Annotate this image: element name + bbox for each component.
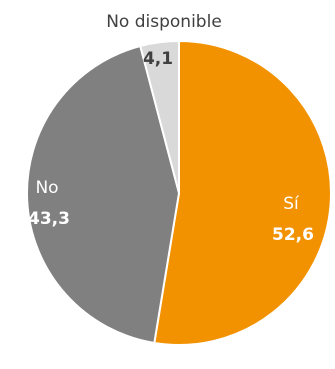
slice-label-nodisponible-value: 4,1 xyxy=(143,49,173,69)
slice-label-no-value: 43,3 xyxy=(28,209,70,229)
slice-no xyxy=(26,44,181,345)
slice-no-disponible xyxy=(139,39,180,194)
slice-label-si-value: 52,6 xyxy=(272,225,314,245)
slice-label-si-name: Sí xyxy=(283,194,300,214)
slice-si xyxy=(153,39,332,346)
slices xyxy=(26,39,332,346)
slice-label-nodisponible-name: No disponible xyxy=(106,12,222,32)
slice-label-no-name: No xyxy=(35,178,58,198)
